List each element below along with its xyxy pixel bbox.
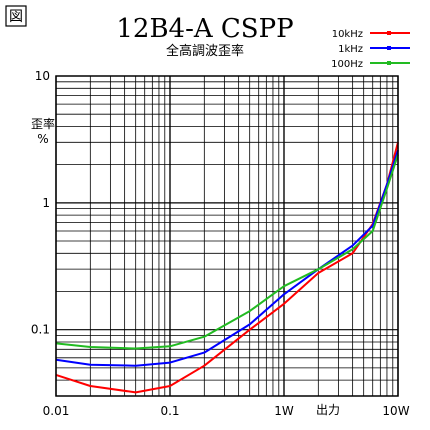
x-axis-title: 出力 [316,403,340,417]
y-axis-title: 歪率% [31,116,55,146]
tick-labels: 0.01 0.1 1W 10W 10 1 0.1 [31,69,410,418]
y-tick-label: 0.1 [31,323,50,337]
chart-title: 12B4-A CSPP [116,14,293,44]
series-line-1khz [55,149,399,367]
legend-label: 1kHz [338,44,363,55]
series-layer [55,142,399,394]
minor-gridlines [56,76,398,397]
legend-label: 10kHz [332,29,363,40]
x-tick-label: 10W [382,404,409,418]
badge-frame [5,5,27,27]
legend-swatch-marker [387,31,391,35]
y-tick-label: 1 [42,196,50,210]
badge-label: 図 [9,9,23,25]
legend-swatch-marker [387,46,391,50]
chart-subtitle: 全高調波歪率 [166,43,244,59]
series-line-10khz [55,142,399,394]
badge: 図 [5,5,27,27]
legend: 10kHz 1kHz 100Hz [331,29,410,70]
x-tick-label: 0.01 [43,404,70,418]
plot-frame [55,75,399,397]
legend-label: 100Hz [331,59,363,70]
series-line-100hz [55,154,399,350]
x-tick-label: 1W [274,404,294,418]
y-tick-label: 10 [35,69,50,83]
legend-swatch-marker [387,61,391,65]
y-axis-title-line: 歪率 [31,116,55,131]
y-axis-title-line: % [37,132,48,146]
x-tick-label: 0.1 [160,404,179,418]
